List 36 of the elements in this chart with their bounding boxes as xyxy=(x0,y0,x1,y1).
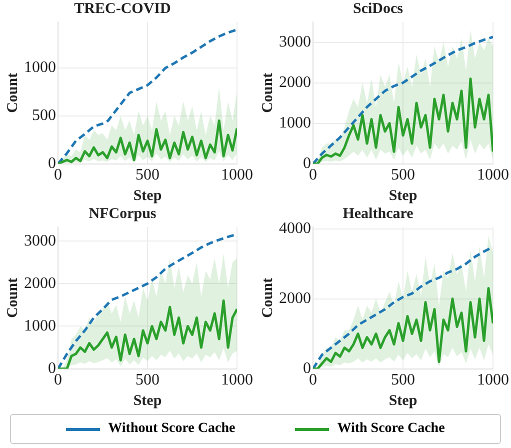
x-axis-title: Step xyxy=(388,392,418,409)
x-axis-title: Step xyxy=(133,188,162,204)
x-tick-label: 500 xyxy=(136,166,160,184)
chart-title: TREC-COVID xyxy=(74,0,171,17)
y-tick-label: 2000 xyxy=(24,274,56,292)
y-tick-label: 1000 xyxy=(24,59,56,76)
x-tick-label: 500 xyxy=(136,372,160,389)
y-tick-label: 1000 xyxy=(279,114,311,132)
x-tick-label: 1000 xyxy=(477,166,509,184)
y-tick-label: 2000 xyxy=(279,290,311,307)
y-axis-title: Count xyxy=(260,72,276,113)
y-axis-title: Count xyxy=(4,278,21,318)
x-tick-label: 500 xyxy=(391,372,415,389)
x-tick-label: 1000 xyxy=(221,372,253,389)
y-tick-label: 0 xyxy=(48,360,56,378)
legend-label: Without Score Cache xyxy=(108,421,236,437)
chart-title: SciDocs xyxy=(353,0,404,17)
y-tick-label: 3000 xyxy=(24,232,56,250)
x-tick-label: 1000 xyxy=(477,372,509,389)
x-tick-label: 500 xyxy=(391,166,415,184)
y-tick-label: 0 xyxy=(303,360,311,378)
y-tick-label: 0 xyxy=(48,155,56,172)
y-axis-title: Count xyxy=(4,72,21,113)
y-tick-label: 2000 xyxy=(279,74,311,91)
legend-label: With Score Cache xyxy=(337,421,445,437)
y-tick-label: 500 xyxy=(32,107,56,124)
x-tick-label: 1000 xyxy=(221,166,253,184)
x-axis-title: Step xyxy=(388,188,418,204)
chart-title: NFCorpus xyxy=(88,206,156,222)
chart-title: Healthcare xyxy=(342,206,414,222)
y-tick-label: 3000 xyxy=(279,33,311,50)
y-tick-label: 4000 xyxy=(279,220,311,237)
y-axis-title: Count xyxy=(260,278,276,318)
x-axis-title: Step xyxy=(133,392,162,409)
y-tick-label: 0 xyxy=(303,155,311,172)
y-tick-label: 1000 xyxy=(24,317,56,334)
